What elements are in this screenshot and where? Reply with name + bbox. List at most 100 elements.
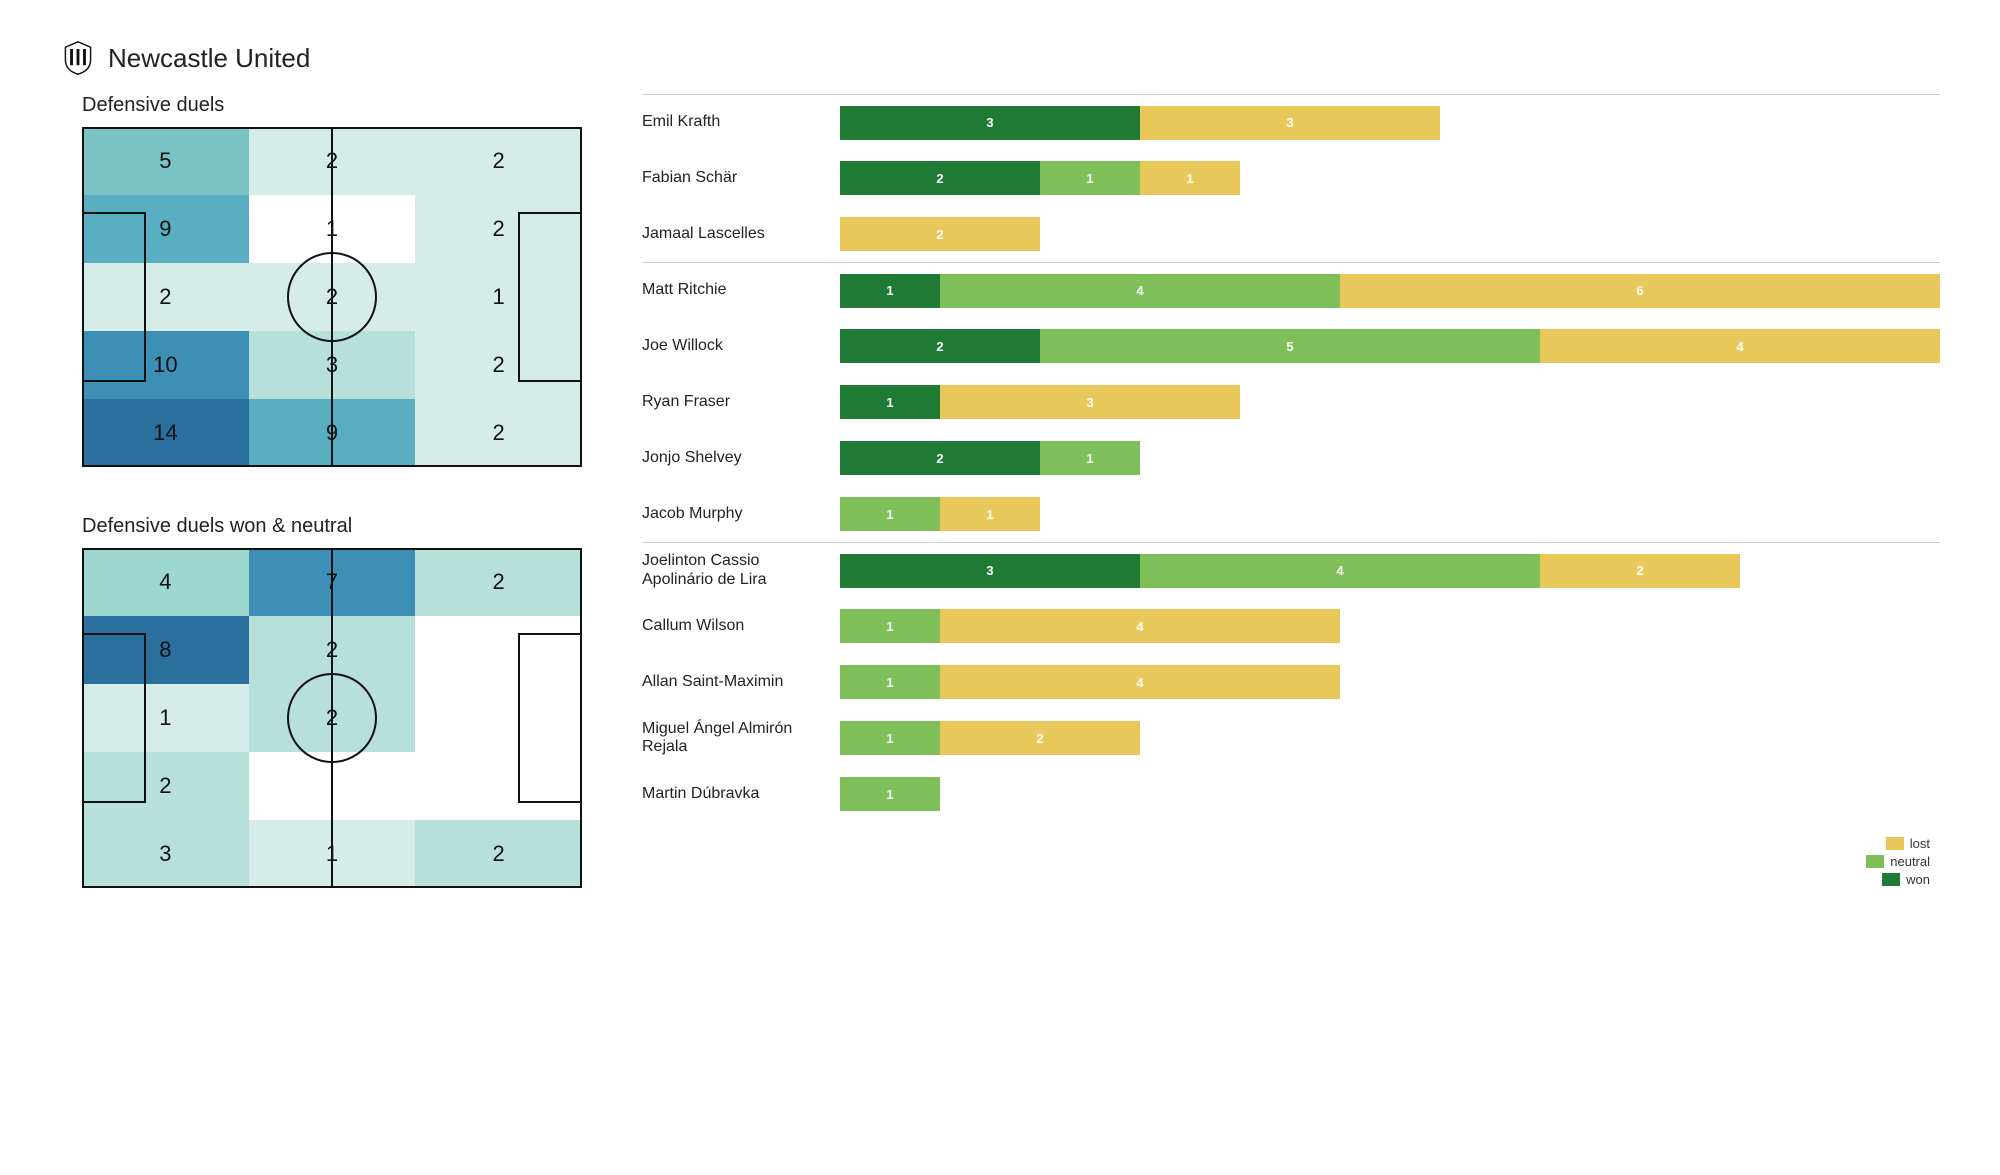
player-name-label: Emil Krafth (642, 113, 822, 131)
bar-segment-won: 1 (840, 274, 940, 308)
pitch-column: Defensive duels52291222110321492Defensiv… (60, 94, 582, 936)
heatmap-cell (415, 616, 582, 684)
player-row: Jamaal Lascelles 2 (642, 206, 1940, 262)
bar-segment-neutral: 1 (840, 497, 940, 531)
heatmap-cell: 1 (249, 195, 416, 263)
heatmap-cell: 2 (249, 127, 416, 195)
pitch-heatmap: Defensive duels52291222110321492 (60, 94, 582, 467)
pitch-grid: 47282122312 (82, 548, 582, 888)
bar-segment-lost: 3 (940, 385, 1240, 419)
heatmap-cell: 3 (249, 331, 416, 399)
pitch-area: 47282122312 (82, 548, 582, 888)
player-name-label: Jacob Murphy (642, 505, 822, 523)
bar-segment-won: 2 (840, 161, 1040, 195)
bar-segment-lost: 2 (940, 721, 1140, 755)
pitch-title: Defensive duels (82, 94, 582, 117)
player-row: Allan Saint-Maximin14 (642, 654, 1940, 710)
heatmap-cell: 1 (249, 820, 416, 888)
player-bars: Emil Krafth33Fabian Schär211Jamaal Lasce… (642, 94, 1940, 822)
player-row: Martin Dúbravka 1 (642, 766, 1940, 822)
player-row: Emil Krafth 33 (642, 94, 1940, 150)
pitch-heatmap: Defensive duels won & neutral 47282122312 (60, 515, 582, 888)
player-name-label: Martin Dúbravka (642, 785, 822, 803)
player-row: Fabian Schär211 (642, 150, 1940, 206)
heatmap-cell: 2 (82, 263, 249, 331)
bar-segment-lost: 3 (1140, 106, 1440, 140)
heatmap-cell: 1 (415, 263, 582, 331)
heatmap-cell: 2 (415, 127, 582, 195)
heatmap-cell: 2 (249, 684, 416, 752)
heatmap-cell: 10 (82, 331, 249, 399)
heatmap-cell: 2 (415, 548, 582, 616)
bar-track: 13 (840, 385, 1940, 419)
player-name-label: Joelinton Cassio Apolinário de Lira (642, 552, 822, 589)
player-name-label: Allan Saint-Maximin (642, 673, 822, 691)
heatmap-cell: 8 (82, 616, 249, 684)
legend-swatch (1866, 855, 1884, 868)
bar-track: 14 (840, 609, 1940, 643)
player-name-label: Miguel Ángel Almirón Rejala (642, 720, 822, 757)
pitch-title: Defensive duels won & neutral (82, 515, 582, 538)
player-row: Miguel Ángel Almirón Rejala 12 (642, 710, 1940, 766)
bar-segment-lost: 1 (940, 497, 1040, 531)
bar-segment-neutral: 1 (840, 721, 940, 755)
player-row: Jacob Murphy 11 (642, 486, 1940, 542)
bar-segment-won: 3 (840, 106, 1140, 140)
bar-track: 254 (840, 329, 1940, 363)
bar-segment-neutral: 4 (940, 274, 1340, 308)
bars-column: Emil Krafth33Fabian Schär211Jamaal Lasce… (642, 94, 1940, 887)
bar-segment-won: 2 (840, 329, 1040, 363)
player-name-label: Joe Willock (642, 337, 822, 355)
pitch-area: 52291222110321492 (82, 127, 582, 467)
heatmap-cell: 5 (82, 127, 249, 195)
player-row: Callum Wilson 14 (642, 598, 1940, 654)
heatmap-cell (249, 752, 416, 820)
heatmap-cell: 2 (415, 331, 582, 399)
bar-segment-neutral: 1 (840, 609, 940, 643)
player-name-label: Jamaal Lascelles (642, 225, 822, 243)
player-row: Matt Ritchie 146 (642, 262, 1940, 318)
heatmap-cell: 9 (249, 399, 416, 467)
heatmap-cell: 14 (82, 399, 249, 467)
legend-swatch (1886, 837, 1904, 850)
main-layout: Defensive duels52291222110321492Defensiv… (60, 94, 1940, 936)
bar-track: 33 (840, 106, 1940, 140)
club-crest-icon (60, 40, 96, 76)
bar-segment-lost: 4 (940, 609, 1340, 643)
heatmap-cell: 3 (82, 820, 249, 888)
heatmap-cell: 2 (249, 263, 416, 331)
legend-label: lost (1910, 836, 1930, 851)
heatmap-cell: 2 (415, 195, 582, 263)
player-name-label: Callum Wilson (642, 617, 822, 635)
heatmap-cell: 2 (415, 399, 582, 467)
heatmap-cell (415, 684, 582, 752)
bar-track: 1 (840, 777, 1940, 811)
heatmap-cell: 2 (249, 616, 416, 684)
heatmap-cell: 4 (82, 548, 249, 616)
bar-track: 11 (840, 497, 1940, 531)
bar-segment-lost: 4 (1540, 329, 1940, 363)
legend: lostneutralwon (642, 836, 1940, 887)
bar-segment-won: 1 (840, 385, 940, 419)
player-row: Jonjo Shelvey 21 (642, 430, 1940, 486)
bar-track: 2 (840, 217, 1940, 251)
player-row: Ryan Fraser13 (642, 374, 1940, 430)
bar-track: 146 (840, 274, 1940, 308)
header: Newcastle United (60, 40, 1940, 76)
bar-track: 211 (840, 161, 1940, 195)
bar-track: 21 (840, 441, 1940, 475)
player-row: Joe Willock 254 (642, 318, 1940, 374)
player-name-label: Matt Ritchie (642, 281, 822, 299)
legend-label: neutral (1890, 854, 1930, 869)
team-name: Newcastle United (108, 43, 310, 74)
bar-track: 12 (840, 721, 1940, 755)
legend-item: lost (1886, 836, 1930, 851)
bar-segment-won: 3 (840, 554, 1140, 588)
bar-segment-lost: 6 (1340, 274, 1940, 308)
bar-segment-lost: 2 (1540, 554, 1740, 588)
heatmap-cell: 7 (249, 548, 416, 616)
bar-segment-lost: 2 (840, 217, 1040, 251)
player-name-label: Jonjo Shelvey (642, 449, 822, 467)
bar-segment-neutral: 1 (1040, 441, 1140, 475)
heatmap-cell: 1 (82, 684, 249, 752)
